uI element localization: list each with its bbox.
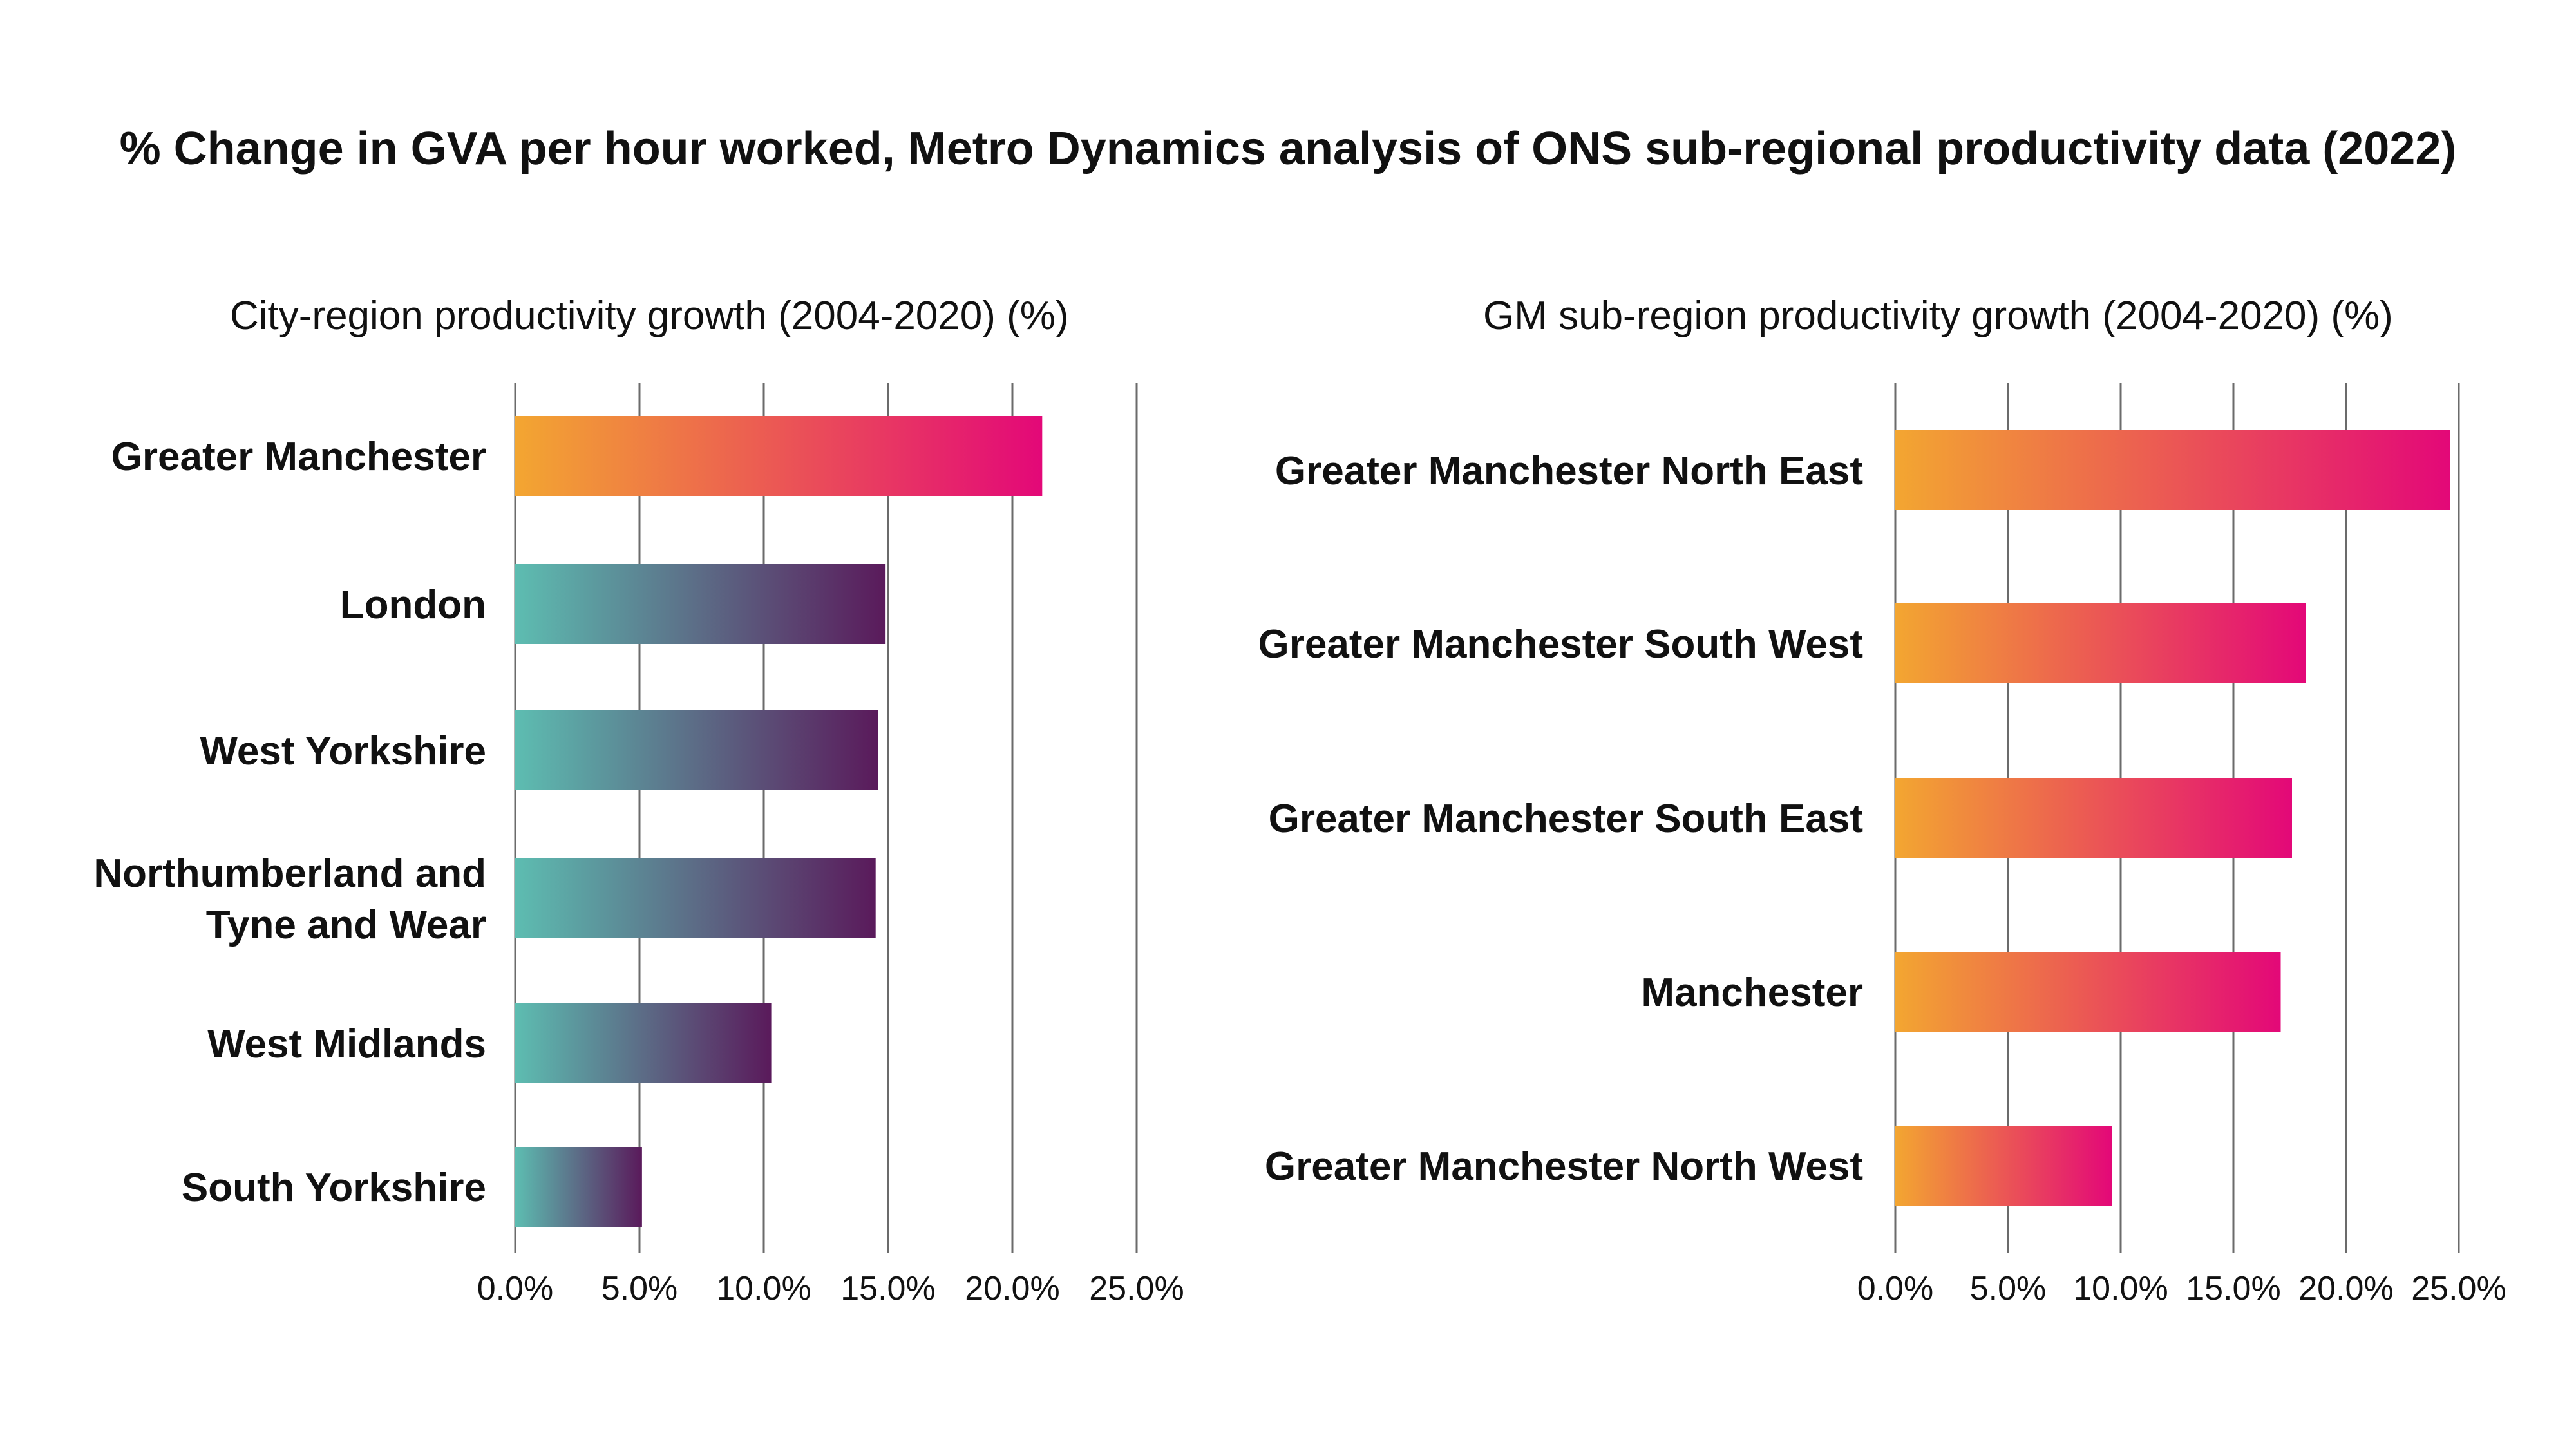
- left-bar: [515, 858, 876, 938]
- right-x-tick-label: 0.0%: [1857, 1270, 1934, 1307]
- right-x-tick-label: 5.0%: [1970, 1270, 2047, 1307]
- right-category-label: Greater Manchester South East: [1269, 797, 1863, 841]
- left-category-label: Tyne and Wear: [206, 903, 486, 947]
- left-category-label: London: [340, 583, 486, 627]
- right-chart-title: GM sub-region productivity growth (2004-…: [1483, 294, 2393, 338]
- left-category-label: Northumberland and: [93, 851, 486, 896]
- right-bar: [1895, 952, 2281, 1032]
- right-category-label: Greater Manchester North West: [1265, 1144, 1863, 1189]
- left-category-label: West Midlands: [207, 1022, 486, 1066]
- left-bar: [515, 1147, 642, 1227]
- right-bar: [1895, 778, 2292, 858]
- left-x-tick-label: 0.0%: [477, 1270, 554, 1307]
- right-x-tick-label: 25.0%: [2411, 1270, 2506, 1307]
- left-category-label: Greater Manchester: [111, 435, 486, 479]
- right-bar: [1895, 1126, 2112, 1206]
- right-category-label: Greater Manchester North East: [1275, 449, 1863, 493]
- left-bar: [515, 1003, 772, 1083]
- left-bar: [515, 564, 886, 644]
- right-bar: [1895, 430, 2450, 510]
- left-bar: [515, 416, 1043, 496]
- right-x-tick-label: 10.0%: [2073, 1270, 2168, 1307]
- left-bar: [515, 710, 878, 790]
- right-bar: [1895, 603, 2306, 683]
- right-bar-chart: 0.0% 5.0% 10.0% 15.0% 20.0% 25.0% Greater Manc…: [1258, 383, 2506, 1307]
- left-x-tick-label: 15.0%: [840, 1270, 935, 1307]
- left-x-tick-label: 20.0%: [965, 1270, 1059, 1307]
- chart-title: % Change in GVA per hour worked, Metro D…: [119, 123, 2457, 175]
- left-x-tick-label: 10.0%: [716, 1270, 811, 1307]
- left-category-label: West Yorkshire: [200, 729, 486, 773]
- right-x-tick-label: 15.0%: [2186, 1270, 2280, 1307]
- right-x-tick-label: 20.0%: [2298, 1270, 2393, 1307]
- right-category-label: Manchester: [1641, 971, 1863, 1015]
- left-x-tick-label: 25.0%: [1089, 1270, 1184, 1307]
- left-chart-title: City-region productivity growth (2004-20…: [230, 294, 1069, 338]
- left-bar-chart: 0.0% 5.0% 10.0% 15.0% 20.0% 25.0% Greater Manc…: [93, 383, 1184, 1307]
- left-category-label: South Yorkshire: [182, 1166, 486, 1210]
- left-x-tick-label: 5.0%: [601, 1270, 678, 1307]
- right-category-label: Greater Manchester South West: [1258, 622, 1863, 667]
